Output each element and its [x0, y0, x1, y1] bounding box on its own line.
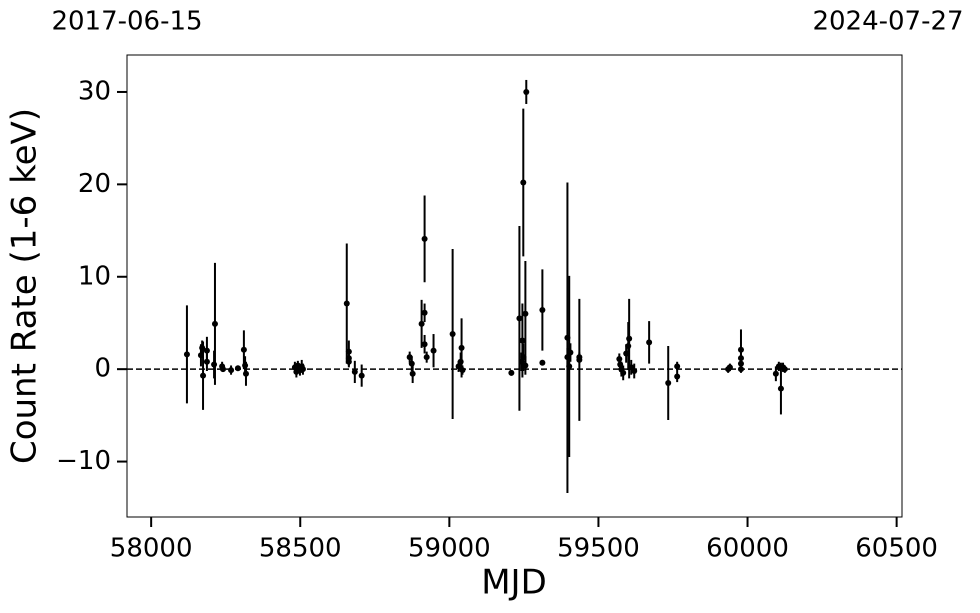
data-point — [539, 359, 546, 366]
data-point — [421, 235, 428, 242]
data-point — [522, 310, 529, 317]
plot-frame — [126, 54, 903, 518]
data-point — [459, 367, 466, 374]
data-point — [674, 363, 681, 370]
x-tick-label: 60500 — [855, 534, 938, 564]
x-tick-label: 59000 — [408, 534, 491, 564]
data-point — [183, 351, 190, 358]
data-point — [449, 331, 456, 338]
data-point — [345, 358, 352, 365]
data-point — [726, 364, 733, 371]
data-point — [522, 362, 529, 369]
data-point — [665, 380, 672, 387]
data-point — [228, 367, 235, 374]
top-date-label: 2024-07-27 — [812, 7, 963, 37]
data-point — [203, 347, 210, 354]
x-tick-label: 58500 — [259, 534, 342, 564]
data-point — [508, 369, 515, 376]
data-point — [299, 366, 306, 373]
x-axis-label: MJD — [481, 563, 547, 603]
data-point — [567, 349, 574, 356]
data-point — [523, 88, 530, 95]
data-point — [737, 366, 744, 373]
y-tick-label: 20 — [78, 169, 111, 199]
x-tick-label: 59500 — [557, 534, 640, 564]
data-point — [631, 368, 638, 375]
data-point — [240, 346, 247, 353]
data-point — [409, 370, 416, 377]
data-point — [211, 320, 218, 327]
data-point — [539, 307, 546, 314]
data-point — [203, 358, 210, 365]
top-date-label: 2017-06-15 — [51, 7, 202, 37]
data-point — [418, 320, 425, 327]
data-point — [430, 347, 437, 354]
data-point — [421, 341, 428, 348]
data-point — [516, 315, 523, 322]
data-point — [737, 346, 744, 353]
x-tick-label: 58000 — [110, 534, 193, 564]
data-point — [772, 370, 779, 377]
y-axis-label: Count Rate (1-6 keV) — [5, 108, 45, 464]
x-tick-label: 60000 — [706, 534, 789, 564]
data-point — [519, 337, 526, 344]
data-point — [781, 366, 788, 373]
data-point — [576, 354, 583, 361]
y-tick-label: −10 — [56, 446, 111, 476]
data-point — [520, 179, 527, 186]
data-point — [737, 360, 744, 367]
data-point — [220, 366, 227, 373]
data-point — [777, 385, 784, 392]
data-point — [646, 339, 653, 346]
data-point — [343, 300, 350, 307]
data-point — [200, 372, 207, 379]
data-point — [351, 368, 358, 375]
data-point — [626, 335, 633, 342]
y-tick-label: 0 — [94, 354, 111, 384]
data-point — [458, 344, 465, 351]
data-point — [234, 365, 241, 372]
data-point — [358, 372, 365, 379]
y-tick-label: 30 — [78, 76, 111, 106]
y-tick-label: 10 — [78, 261, 111, 291]
data-point — [566, 363, 573, 370]
data-point — [423, 354, 430, 361]
data-point — [674, 373, 681, 380]
data-point — [421, 309, 428, 316]
data-point — [620, 369, 627, 376]
data-point — [242, 370, 249, 377]
